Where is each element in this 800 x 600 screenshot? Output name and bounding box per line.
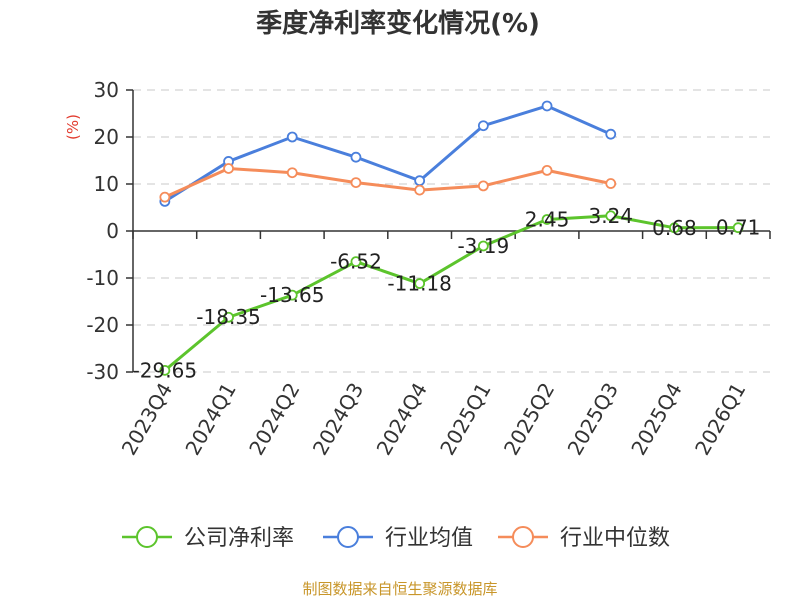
- data-label: -13.65: [260, 283, 324, 307]
- x-tick-label: 2025Q2: [499, 379, 559, 460]
- legend-entry: 行业中位数: [560, 526, 670, 551]
- x-tick-label: 2025Q3: [563, 379, 623, 460]
- y-tick-label: -10: [86, 266, 119, 290]
- data-point: [350, 151, 362, 163]
- data-point: [541, 164, 553, 176]
- data-point: [477, 120, 489, 132]
- data-label: -3.19: [457, 234, 509, 258]
- x-tick-label: 2025Q4: [626, 379, 686, 460]
- x-tick-label: 2026Q1: [690, 379, 750, 460]
- y-axis-unit-label: (%): [64, 114, 82, 140]
- data-point: [541, 214, 553, 225]
- data-point: [223, 163, 234, 174]
- source-note: 制图数据来自恒生聚源数据库: [302, 580, 497, 598]
- data-point: [732, 222, 744, 234]
- y-tick-label: 20: [94, 125, 119, 149]
- data-label: -11.18: [387, 272, 451, 296]
- data-label: 2.45: [525, 207, 570, 231]
- data-label: 3.24: [588, 204, 633, 228]
- series-lines: [159, 100, 744, 376]
- x-tick-label: 2023Q4: [117, 379, 177, 460]
- data-point: [477, 180, 489, 192]
- legend-entry: 公司净利率: [184, 526, 294, 551]
- chart-title: 季度净利率变化情况(%): [256, 8, 540, 39]
- series-line: [164, 166, 612, 199]
- y-tick-label: 30: [94, 78, 119, 102]
- data-label: 0.71: [716, 216, 761, 240]
- legend-marker: [512, 526, 534, 548]
- y-tick-label: 0: [106, 219, 119, 243]
- data-point: [159, 191, 171, 203]
- legend-marker: [337, 526, 359, 548]
- data-point: [414, 184, 426, 196]
- data-point: [350, 256, 362, 268]
- y-tick-label: -20: [86, 313, 119, 337]
- series-line: [164, 104, 612, 203]
- legend-entry: 行业均值: [385, 526, 473, 551]
- data-point: [286, 167, 298, 179]
- data-point: [605, 128, 617, 140]
- data-point: [223, 311, 234, 323]
- data-label: -29.65: [133, 358, 197, 382]
- data-labels: -29.65 -18.35-13.65-6.52-11.18-3.19 2.45 3.…: [133, 204, 761, 383]
- x-tick-label: 2025Q1: [435, 378, 495, 459]
- data-point: [286, 289, 298, 301]
- data-point: [669, 222, 680, 234]
- y-tick-label: 10: [94, 172, 119, 196]
- data-label: -18.35: [196, 305, 260, 329]
- y-tick-label: -30: [86, 360, 119, 384]
- legend: 公司净利率 行业均值 行业中位数: [122, 526, 670, 551]
- data-point: [605, 210, 617, 222]
- data-point: [414, 278, 426, 289]
- data-point: [350, 177, 362, 188]
- x-tick-label: 2024Q2: [244, 379, 304, 460]
- x-tick-label: 2024Q4: [372, 379, 432, 460]
- data-point: [477, 240, 489, 252]
- data-point: [541, 100, 553, 112]
- data-point: [286, 131, 298, 143]
- data-point: [605, 178, 617, 189]
- data-point: [159, 364, 171, 376]
- x-tick-label: 2024Q3: [308, 379, 368, 460]
- data-point: [414, 175, 426, 187]
- x-tick-label: 2024Q1: [180, 379, 240, 460]
- legend-marker: [136, 526, 158, 548]
- data-label: 0.68: [652, 216, 697, 240]
- series-line: [163, 214, 739, 372]
- data-label: -6.52: [330, 250, 382, 274]
